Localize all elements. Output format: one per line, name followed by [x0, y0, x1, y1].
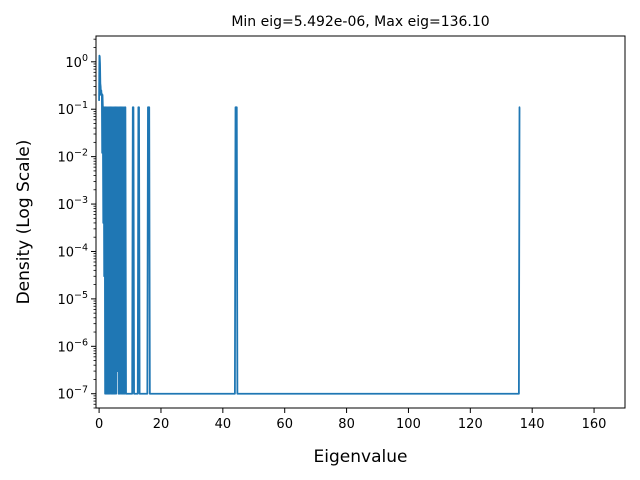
x-tick-label: 120 — [458, 417, 483, 432]
y-tick-label: 10−5 — [57, 290, 88, 308]
x-axis-label: Eigenvalue — [314, 447, 408, 467]
data-series — [98, 54, 521, 395]
y-axis-label: Density (Log Scale) — [14, 140, 34, 305]
x-tick-label: 100 — [396, 417, 421, 432]
x-tick-label: 20 — [153, 417, 170, 432]
y-tick-label: 10−1 — [57, 100, 88, 118]
x-axis: 0 20 40 60 80 100 120 140 160 — [95, 408, 607, 432]
y-axis: 10−7 10−6 10−5 10−4 10−3 10−2 10−1 100 — [57, 38, 96, 409]
x-tick-label: 60 — [276, 417, 293, 432]
x-tick-label: 160 — [582, 417, 607, 432]
plot-area-frame — [95, 35, 626, 409]
x-tick-label: 140 — [520, 417, 545, 432]
y-tick-label: 10−2 — [57, 148, 88, 166]
x-tick-label: 0 — [95, 417, 103, 432]
x-tick-label: 40 — [215, 417, 232, 432]
y-tick-label: 100 — [65, 53, 88, 71]
y-tick-label: 10−7 — [57, 385, 88, 403]
chart-title: Min eig=5.492e-06, Max eig=136.10 — [231, 14, 489, 30]
y-tick-label: 10−6 — [57, 337, 88, 355]
series-line-0 — [98, 54, 521, 395]
x-tick-label: 80 — [338, 417, 355, 432]
y-tick-label: 10−4 — [57, 242, 88, 260]
y-tick-label: 10−3 — [57, 195, 88, 213]
